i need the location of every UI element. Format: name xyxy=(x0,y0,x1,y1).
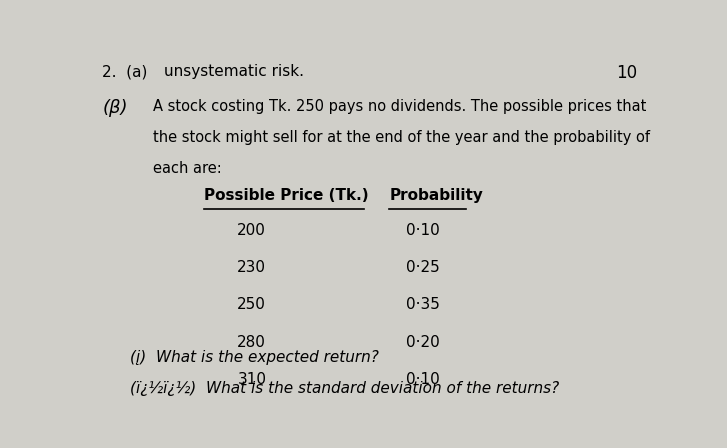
Text: the stock might sell for at the end of the year and the probability of: the stock might sell for at the end of t… xyxy=(153,129,650,145)
Text: 0·35: 0·35 xyxy=(406,297,441,312)
Text: (ï¿½ï¿½)  What is the standard deviation of the returns?: (ï¿½ï¿½) What is the standard deviation … xyxy=(130,382,560,396)
Text: 280: 280 xyxy=(237,335,266,349)
Text: 230: 230 xyxy=(237,260,266,275)
Text: 310: 310 xyxy=(237,372,266,387)
Text: (β): (β) xyxy=(102,99,128,116)
Text: each are:: each are: xyxy=(153,161,222,176)
Text: 250: 250 xyxy=(237,297,266,312)
Text: 10: 10 xyxy=(616,64,638,82)
Text: 2.  (a): 2. (a) xyxy=(102,64,148,79)
Text: (į)  What is the expected return?: (į) What is the expected return? xyxy=(130,350,379,366)
Text: Possible Price (Tk.): Possible Price (Tk.) xyxy=(204,188,368,203)
Text: 0·10: 0·10 xyxy=(406,372,440,387)
Text: 0·25: 0·25 xyxy=(406,260,440,275)
Text: A stock costing Tk. 250 pays no dividends. The possible prices that: A stock costing Tk. 250 pays no dividend… xyxy=(153,99,646,114)
Text: 200: 200 xyxy=(237,223,266,238)
Text: 0·20: 0·20 xyxy=(406,335,440,349)
Text: unsystematic risk.: unsystematic risk. xyxy=(164,64,304,79)
Text: Probability: Probability xyxy=(390,188,483,203)
Text: 0·10: 0·10 xyxy=(406,223,440,238)
